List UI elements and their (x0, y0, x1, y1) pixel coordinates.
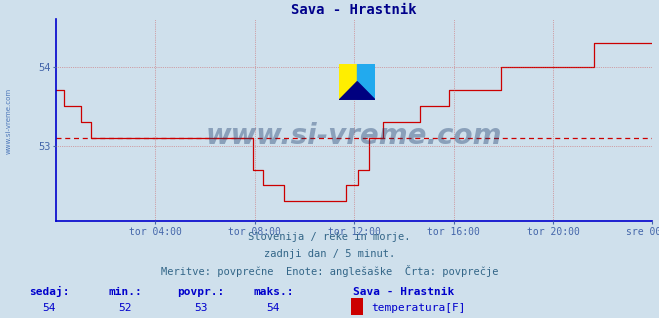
Text: Slovenija / reke in morje.: Slovenija / reke in morje. (248, 232, 411, 242)
Text: zadnji dan / 5 minut.: zadnji dan / 5 minut. (264, 249, 395, 259)
Bar (339, 64, 357, 100)
Text: maks.:: maks.: (253, 287, 294, 297)
Bar (357, 64, 375, 100)
Text: www.si-vreme.com: www.si-vreme.com (5, 88, 12, 154)
Title: Sava - Hrastnik: Sava - Hrastnik (291, 3, 417, 17)
Text: 54: 54 (267, 302, 280, 313)
Text: sedaj:: sedaj: (29, 286, 70, 297)
Text: Meritve: povprečne  Enote: anglešaške  Črta: povprečje: Meritve: povprečne Enote: anglešaške Črt… (161, 265, 498, 277)
Text: min.:: min.: (108, 287, 142, 297)
Text: 52: 52 (119, 302, 132, 313)
Text: 53: 53 (194, 302, 208, 313)
Polygon shape (339, 82, 375, 100)
Text: www.si-vreme.com: www.si-vreme.com (206, 122, 502, 150)
Text: povpr.:: povpr.: (177, 287, 225, 297)
Text: Sava - Hrastnik: Sava - Hrastnik (353, 287, 454, 297)
Text: temperatura[F]: temperatura[F] (371, 302, 465, 313)
Text: 54: 54 (43, 302, 56, 313)
